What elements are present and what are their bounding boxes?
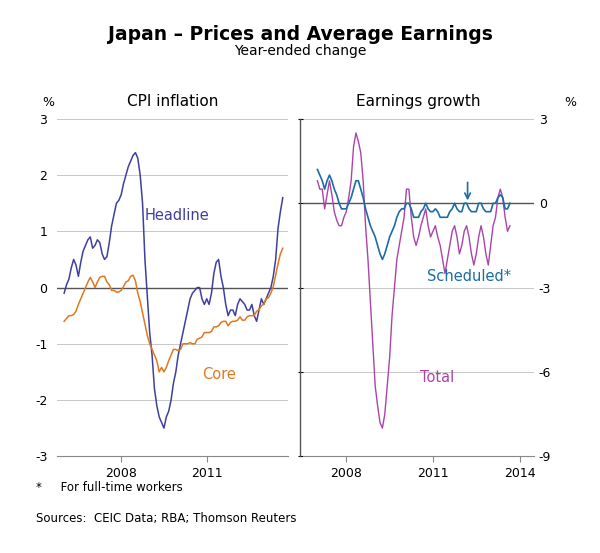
Text: CPI inflation: CPI inflation xyxy=(127,94,218,109)
Text: %: % xyxy=(564,96,576,109)
Text: Year-ended change: Year-ended change xyxy=(234,44,366,58)
Text: Total: Total xyxy=(420,370,454,385)
Text: Headline: Headline xyxy=(145,208,209,223)
Text: Earnings growth: Earnings growth xyxy=(356,94,481,109)
Text: Scheduled*: Scheduled* xyxy=(427,269,511,284)
Text: Sources:  CEIC Data; RBA; Thomson Reuters: Sources: CEIC Data; RBA; Thomson Reuters xyxy=(36,512,296,525)
Text: Japan – Prices and Average Earnings: Japan – Prices and Average Earnings xyxy=(107,25,493,44)
Text: *     For full-time workers: * For full-time workers xyxy=(36,481,183,494)
Text: Core: Core xyxy=(202,367,236,382)
Text: %: % xyxy=(43,96,55,109)
